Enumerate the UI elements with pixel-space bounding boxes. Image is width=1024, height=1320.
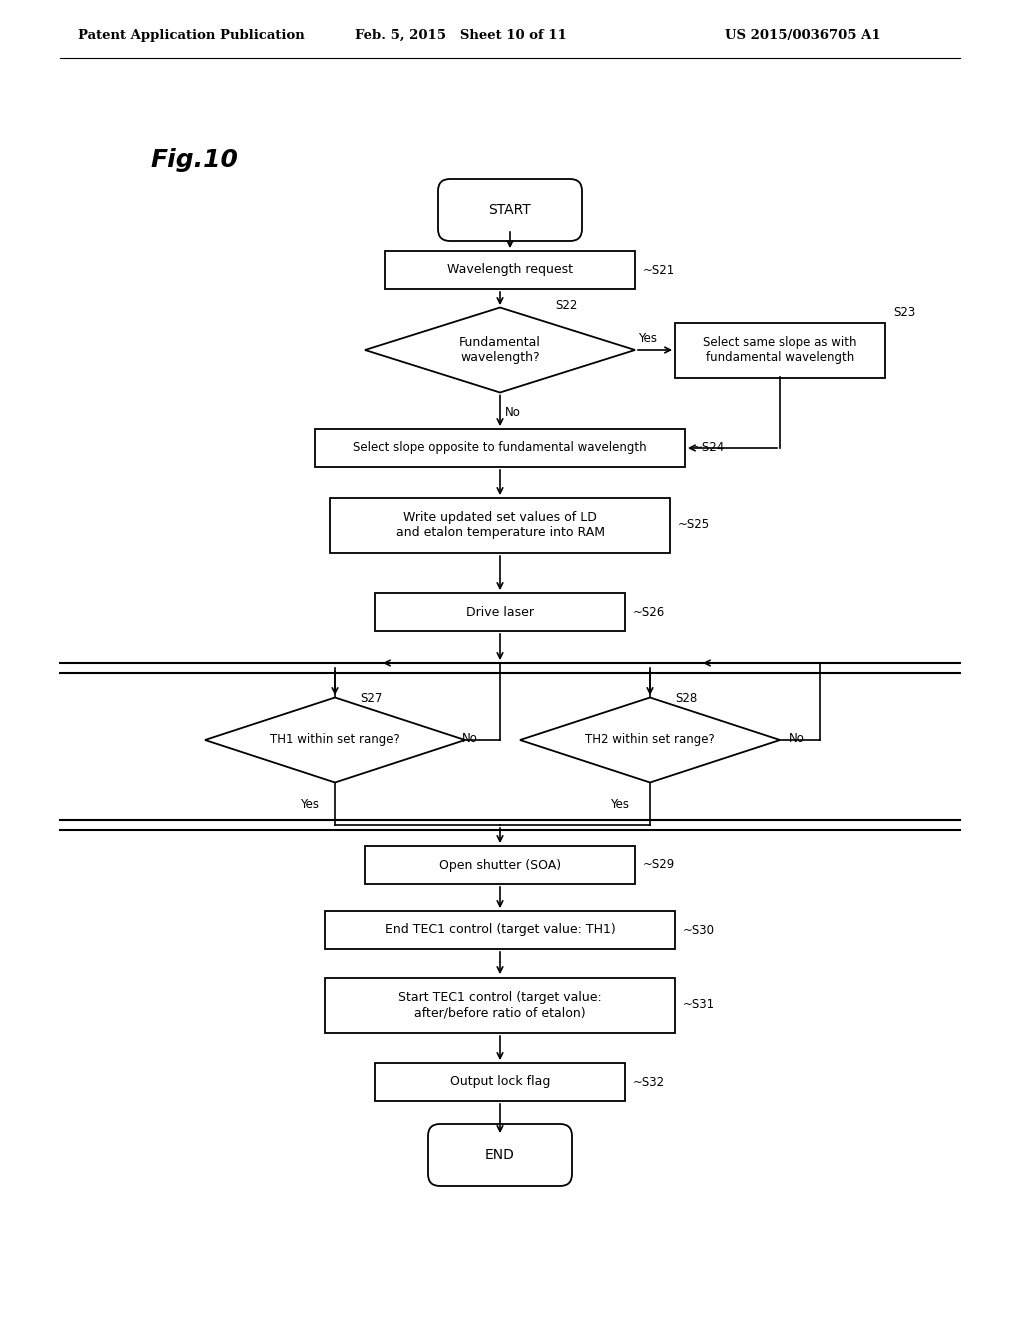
Text: TH1 within set range?: TH1 within set range?: [270, 734, 400, 747]
Text: Yes: Yes: [300, 799, 319, 812]
Text: Patent Application Publication: Patent Application Publication: [78, 29, 305, 41]
Polygon shape: [365, 308, 635, 392]
Bar: [330, 498, 670, 553]
Bar: [385, 251, 635, 289]
Text: TH2 within set range?: TH2 within set range?: [585, 734, 715, 747]
Text: Select slope opposite to fundamental wavelength: Select slope opposite to fundamental wav…: [353, 441, 647, 454]
Bar: [325, 978, 675, 1032]
Text: ~S26: ~S26: [633, 606, 666, 619]
Text: Start TEC1 control (target value:
after/before ratio of etalon): Start TEC1 control (target value: after/…: [398, 991, 602, 1019]
Text: Fundamental
wavelength?: Fundamental wavelength?: [459, 337, 541, 364]
Text: S22: S22: [555, 298, 578, 312]
Bar: [365, 846, 635, 884]
Text: ~S29: ~S29: [643, 858, 675, 871]
Text: Wavelength request: Wavelength request: [447, 264, 573, 276]
Text: ~S25: ~S25: [678, 519, 710, 532]
Bar: [325, 911, 675, 949]
Text: Select same slope as with
fundamental wavelength: Select same slope as with fundamental wa…: [703, 337, 857, 364]
Text: S23: S23: [893, 305, 915, 318]
Text: START: START: [488, 203, 531, 216]
Text: ~S30: ~S30: [683, 924, 715, 936]
Bar: [375, 1063, 625, 1101]
Text: Yes: Yes: [638, 331, 657, 345]
Text: ~S31: ~S31: [683, 998, 715, 1011]
Text: ~S32: ~S32: [633, 1076, 666, 1089]
Text: Yes: Yes: [610, 799, 629, 812]
Bar: [315, 429, 685, 467]
Text: US 2015/0036705 A1: US 2015/0036705 A1: [725, 29, 881, 41]
Text: ~S24: ~S24: [693, 441, 725, 454]
Text: Open shutter (SOA): Open shutter (SOA): [439, 858, 561, 871]
Text: No: No: [462, 731, 478, 744]
Text: Drive laser: Drive laser: [466, 606, 534, 619]
Polygon shape: [205, 697, 465, 783]
Bar: [675, 322, 885, 378]
Text: END: END: [485, 1148, 515, 1162]
FancyBboxPatch shape: [438, 180, 582, 242]
Text: Feb. 5, 2015   Sheet 10 of 11: Feb. 5, 2015 Sheet 10 of 11: [355, 29, 566, 41]
Text: ~S21: ~S21: [643, 264, 675, 276]
Text: Fig.10: Fig.10: [150, 148, 238, 172]
Bar: [375, 593, 625, 631]
Text: Write updated set values of LD
and etalon temperature into RAM: Write updated set values of LD and etalo…: [395, 511, 604, 539]
Text: S28: S28: [675, 692, 697, 705]
Text: End TEC1 control (target value: TH1): End TEC1 control (target value: TH1): [385, 924, 615, 936]
Text: Output lock flag: Output lock flag: [450, 1076, 550, 1089]
Text: S27: S27: [360, 692, 382, 705]
Text: No: No: [505, 405, 521, 418]
Polygon shape: [520, 697, 780, 783]
FancyBboxPatch shape: [428, 1125, 572, 1185]
Text: No: No: [790, 731, 805, 744]
